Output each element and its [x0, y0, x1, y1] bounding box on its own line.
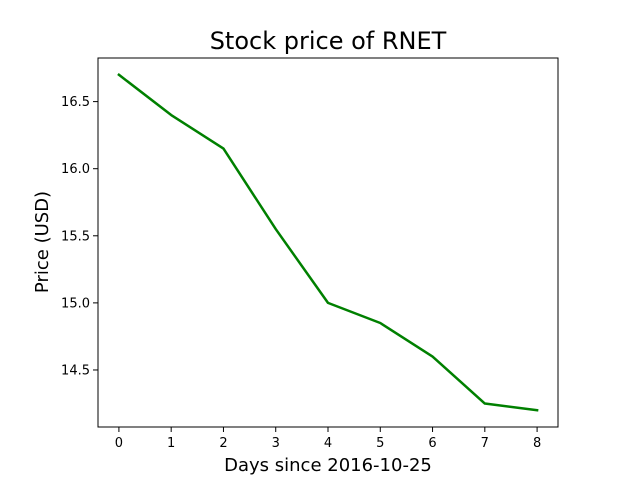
y-axis-label: Price (USD)	[32, 191, 53, 293]
x-tick-label: 6	[428, 436, 436, 451]
y-tick-label: 14.5	[61, 363, 90, 378]
chart-title: Stock price of RNET	[210, 27, 447, 55]
y-tick-label: 16.0	[61, 162, 90, 177]
y-tick-label: 16.5	[61, 95, 90, 110]
x-tick-label: 1	[167, 436, 175, 451]
x-tick-label: 0	[115, 436, 123, 451]
y-tick-label: 15.0	[61, 296, 90, 311]
series-line-0	[117, 73, 539, 412]
y-tick-label: 15.5	[61, 229, 90, 244]
plot-area: 0 1 2 3 4 5 6 7 8 14.5 15.0 15.5 16.0 16.5	[61, 57, 559, 451]
x-tick-label: 7	[481, 436, 489, 451]
x-tick-label: 3	[272, 436, 280, 451]
x-tick-label: 4	[324, 436, 332, 451]
x-tick-label: 5	[376, 436, 384, 451]
x-tick-label: 8	[533, 436, 541, 451]
x-axis-label: Days since 2016-10-25	[224, 455, 432, 476]
x-tick-label: 2	[219, 436, 227, 451]
